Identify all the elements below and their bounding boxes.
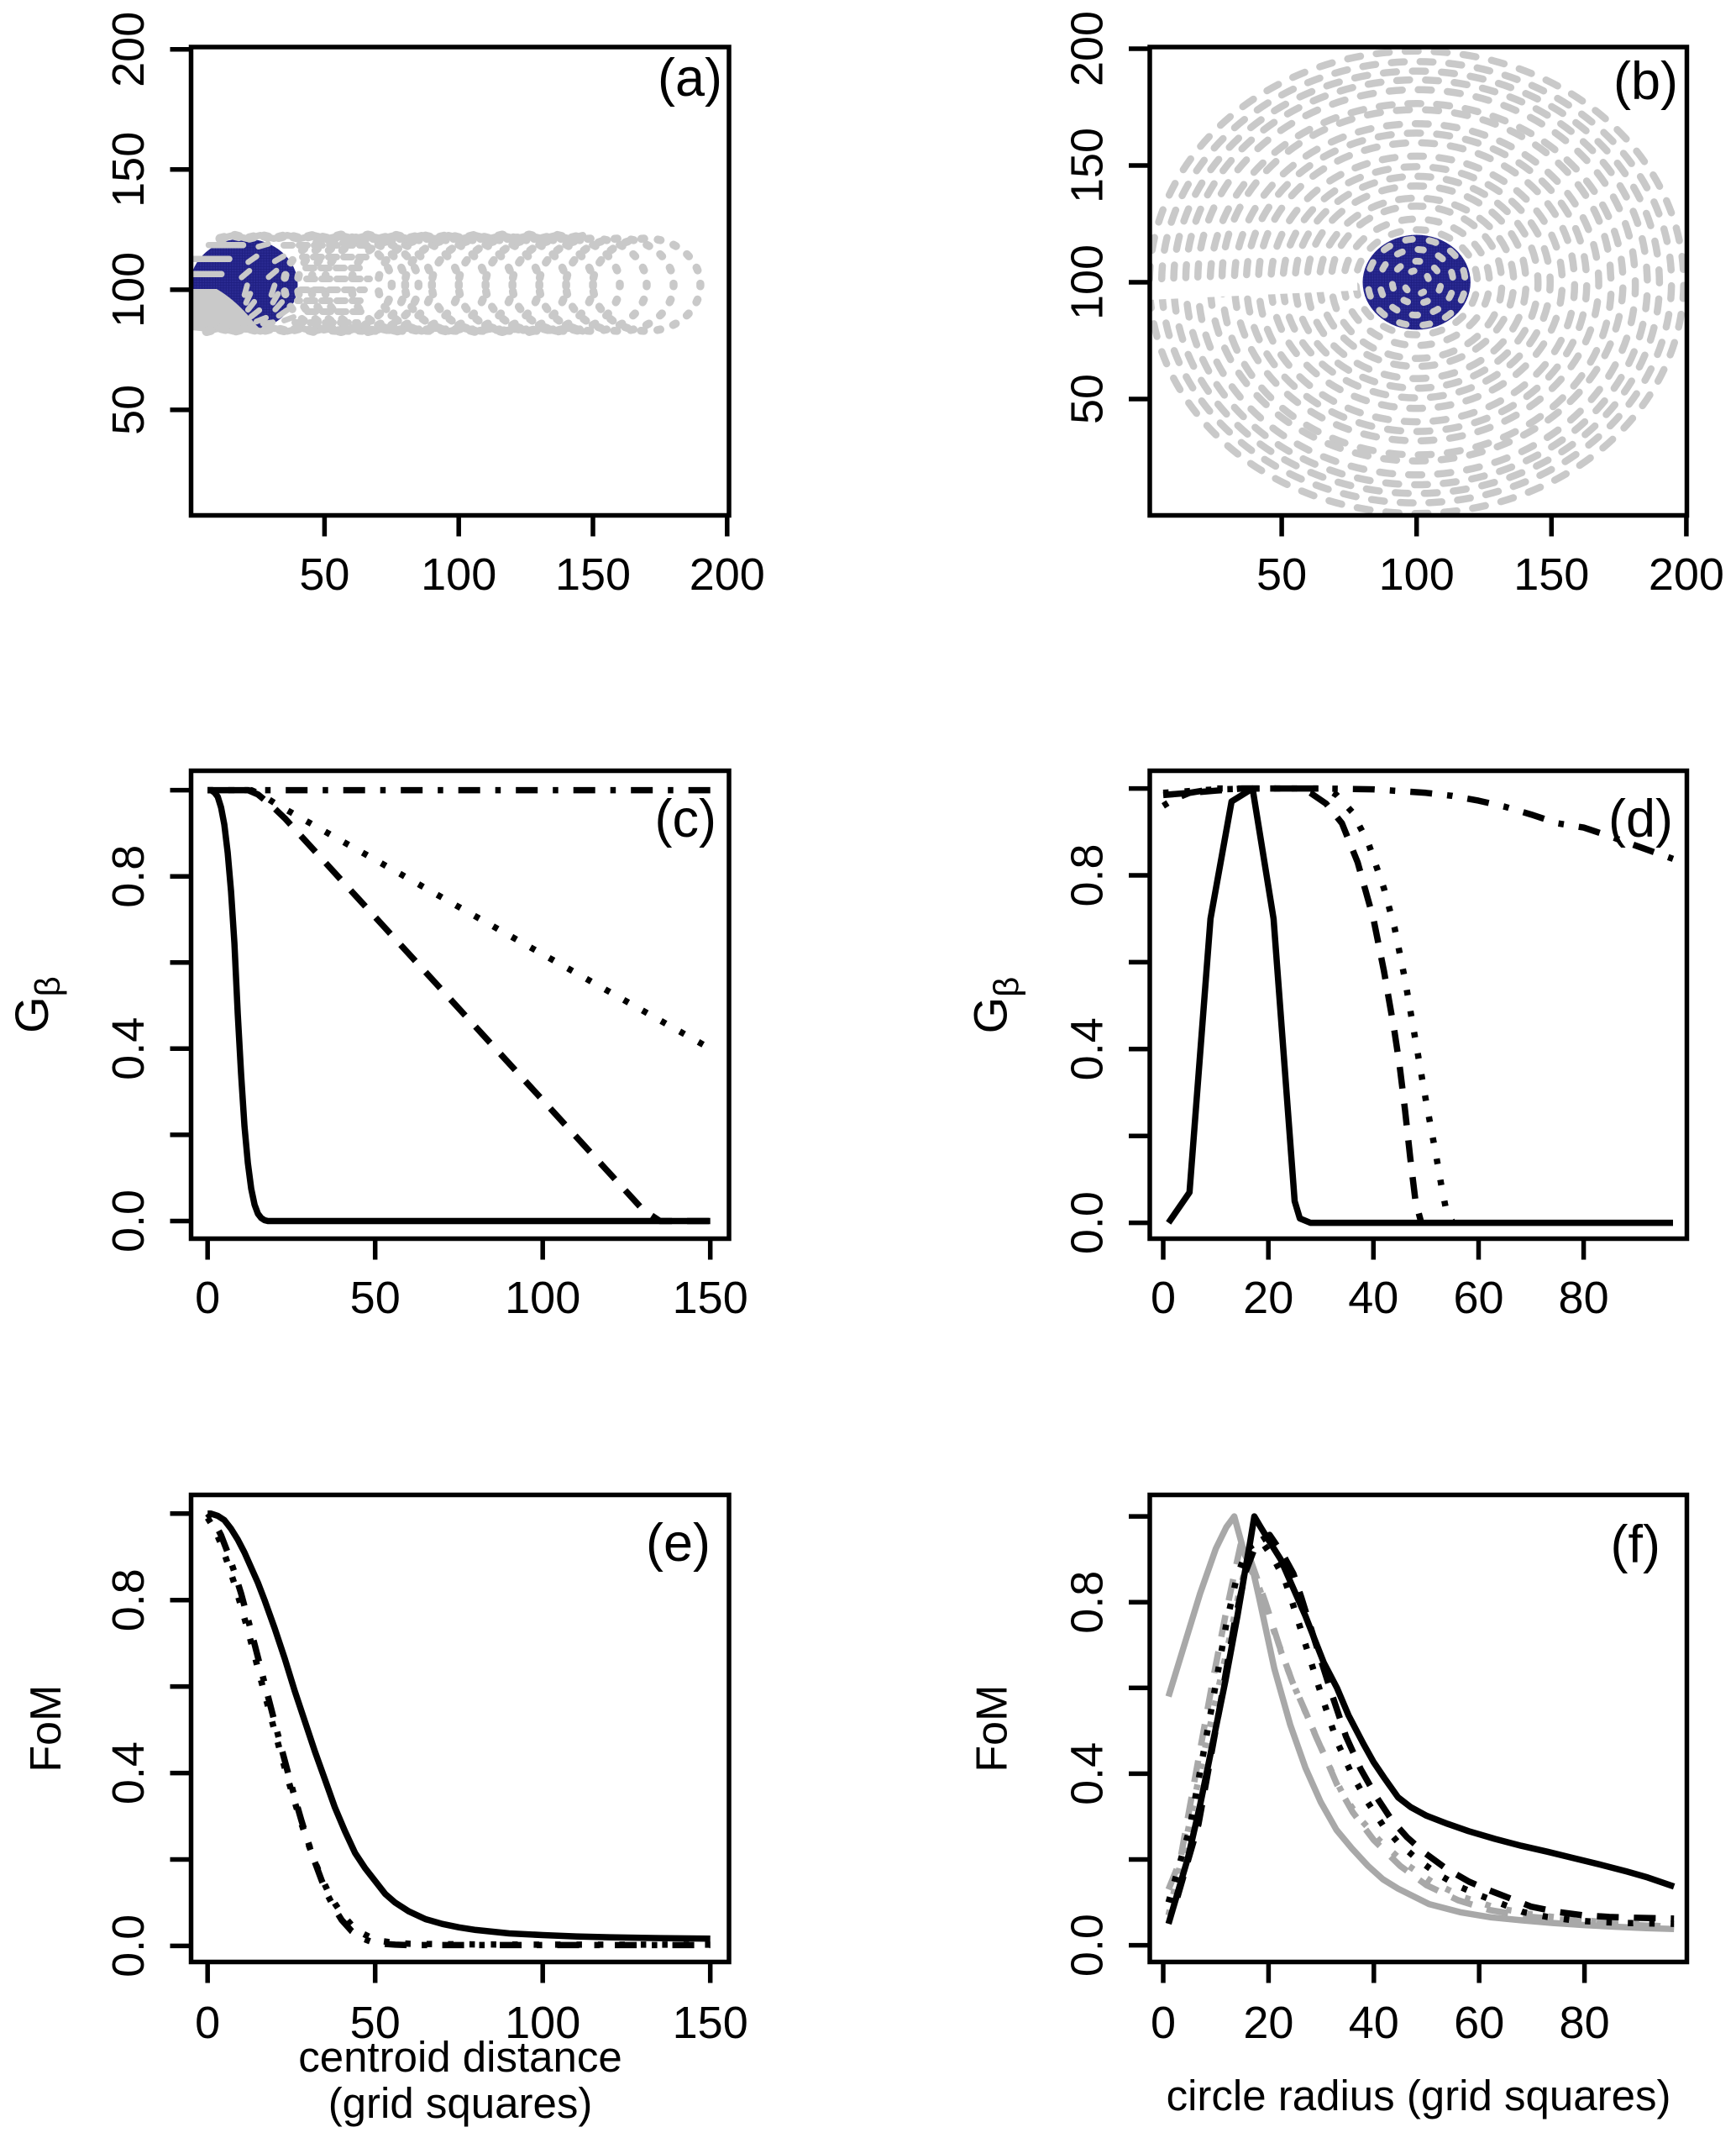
svg-text:50: 50 bbox=[103, 385, 154, 435]
svg-text:0.0: 0.0 bbox=[1062, 1914, 1113, 1977]
svg-text:0.0: 0.0 bbox=[103, 1190, 154, 1253]
svg-text:100: 100 bbox=[505, 1998, 580, 2048]
svg-text:40: 40 bbox=[1348, 1273, 1398, 1323]
svg-text:(grid squares): (grid squares) bbox=[328, 2079, 593, 2127]
svg-text:0.4: 0.4 bbox=[103, 1741, 154, 1804]
svg-text:(f): (f) bbox=[1611, 1515, 1660, 1574]
svg-text:100: 100 bbox=[1062, 244, 1113, 320]
svg-text:centroid distance: centroid distance bbox=[298, 2033, 622, 2081]
svg-text:50: 50 bbox=[350, 1998, 401, 2048]
svg-text:0: 0 bbox=[1151, 1998, 1176, 2048]
svg-text:0.8: 0.8 bbox=[103, 845, 154, 908]
svg-text:0: 0 bbox=[195, 1273, 220, 1323]
svg-text:150: 150 bbox=[673, 1273, 748, 1323]
svg-text:0.0: 0.0 bbox=[103, 1915, 154, 1978]
svg-text:(e): (e) bbox=[646, 1514, 711, 1573]
svg-text:50: 50 bbox=[1256, 549, 1307, 600]
svg-text:80: 80 bbox=[1559, 1273, 1609, 1323]
svg-text:FoM: FoM bbox=[22, 1685, 71, 1773]
svg-text:0.4: 0.4 bbox=[103, 1017, 154, 1080]
svg-text:100: 100 bbox=[505, 1273, 580, 1323]
svg-text:0: 0 bbox=[195, 1998, 220, 2048]
svg-text:(a): (a) bbox=[658, 49, 722, 108]
svg-text:20: 20 bbox=[1243, 1998, 1293, 2048]
svg-text:150: 150 bbox=[1513, 549, 1589, 600]
svg-text:(b): (b) bbox=[1613, 52, 1678, 111]
svg-text:(c): (c) bbox=[655, 790, 716, 848]
svg-text:20: 20 bbox=[1243, 1273, 1293, 1323]
svg-text:60: 60 bbox=[1453, 1273, 1503, 1323]
svg-text:50: 50 bbox=[350, 1273, 401, 1323]
svg-text:0.8: 0.8 bbox=[103, 1568, 154, 1631]
svg-text:200: 200 bbox=[103, 12, 154, 87]
svg-text:100: 100 bbox=[421, 549, 496, 600]
svg-text:0.4: 0.4 bbox=[1062, 1742, 1113, 1805]
svg-text:100: 100 bbox=[1379, 549, 1455, 600]
svg-text:150: 150 bbox=[1062, 128, 1113, 203]
svg-text:0: 0 bbox=[1151, 1273, 1176, 1323]
svg-text:200: 200 bbox=[1062, 11, 1113, 87]
svg-text:60: 60 bbox=[1454, 1998, 1504, 2048]
svg-text:circle radius (grid squares): circle radius (grid squares) bbox=[1167, 2072, 1671, 2119]
svg-text:150: 150 bbox=[555, 549, 631, 600]
svg-text:0.4: 0.4 bbox=[1062, 1017, 1113, 1080]
svg-text:FoM: FoM bbox=[968, 1685, 1017, 1773]
svg-text:200: 200 bbox=[1649, 549, 1724, 600]
svg-text:100: 100 bbox=[103, 252, 154, 328]
svg-text:0.8: 0.8 bbox=[1062, 843, 1113, 906]
svg-text:80: 80 bbox=[1560, 1998, 1610, 2048]
svg-text:50: 50 bbox=[1062, 374, 1113, 424]
svg-text:150: 150 bbox=[103, 132, 154, 207]
svg-text:(d): (d) bbox=[1608, 790, 1673, 848]
svg-text:40: 40 bbox=[1349, 1998, 1399, 2048]
svg-text:200: 200 bbox=[690, 549, 765, 600]
svg-text:150: 150 bbox=[673, 1998, 748, 2048]
svg-text:0.0: 0.0 bbox=[1062, 1191, 1113, 1254]
svg-text:50: 50 bbox=[299, 549, 349, 600]
svg-text:0.8: 0.8 bbox=[1062, 1571, 1113, 1634]
